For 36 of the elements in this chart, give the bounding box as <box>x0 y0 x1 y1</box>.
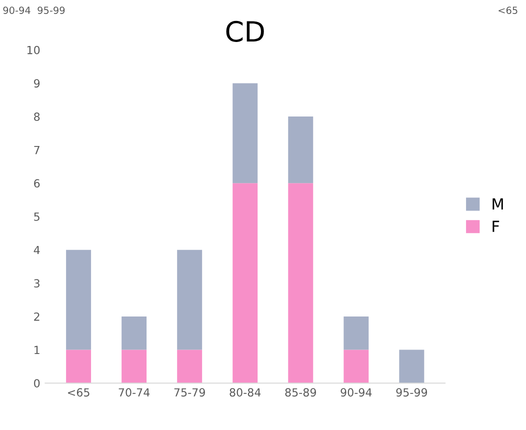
bar <box>66 250 92 350</box>
x-tick-label: 70-74 <box>118 388 150 397</box>
y-tick-label: 4 <box>34 246 40 254</box>
x-tick-label: 90-94 <box>340 388 372 397</box>
bar <box>288 116 314 184</box>
text: <65 <box>498 6 518 14</box>
y-tick-label: 7 <box>34 146 40 154</box>
bar <box>66 350 92 384</box>
legend-label: M <box>492 198 503 210</box>
x-tick-label: 75-79 <box>174 388 205 397</box>
y-tick-label: 3 <box>34 279 40 288</box>
bar <box>288 183 314 384</box>
y-tick-label: 5 <box>34 212 40 221</box>
bar <box>177 350 202 384</box>
bar <box>232 183 258 384</box>
x-tick-label: <65 <box>68 388 90 397</box>
x-tick-label: 80-84 <box>230 388 261 397</box>
bar <box>344 350 369 384</box>
bar <box>344 316 369 350</box>
y-tick-label: 10 <box>27 46 40 54</box>
y-tick-label: 8 <box>34 112 40 121</box>
x-tick-label: 95-99 <box>396 388 428 397</box>
y-tick-label: 0 <box>34 379 40 388</box>
y-tick-label: 2 <box>34 312 40 321</box>
bar <box>122 350 147 384</box>
bar <box>122 316 147 350</box>
bar <box>232 83 258 184</box>
y-tick-label: 6 <box>34 179 40 188</box>
bar <box>399 350 424 384</box>
bar <box>177 250 202 350</box>
y-tick-label: 9 <box>34 79 40 88</box>
text: 90-94 95-99 <box>3 6 65 14</box>
chart-title: CD <box>226 20 264 42</box>
legend-label: F <box>492 220 500 232</box>
x-tick-label: 85-89 <box>285 388 316 397</box>
y-tick-label: 1 <box>34 346 40 354</box>
